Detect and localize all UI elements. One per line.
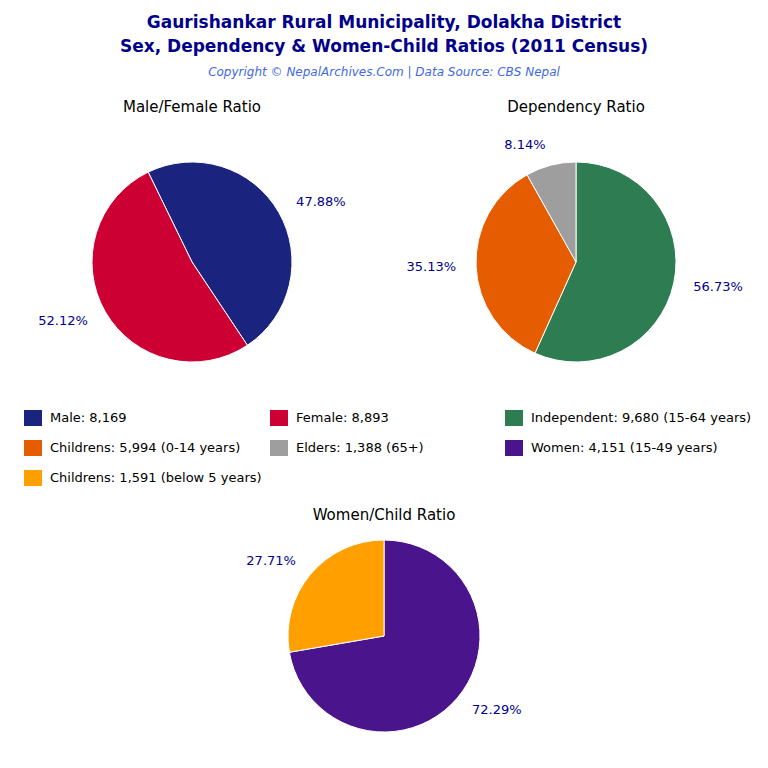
legend-swatch xyxy=(505,440,523,456)
legend-label: Childrens: 1,591 (below 5 years) xyxy=(50,470,262,485)
data-label: 52.12% xyxy=(38,313,88,328)
annotation: Copyright © NepalArchives.Com | Data Sou… xyxy=(208,65,560,79)
legend-item: Independent: 9,680 (15-64 years) xyxy=(505,410,751,427)
pie-slice xyxy=(527,162,576,262)
pie: 72.29% 27.71% xyxy=(246,540,521,732)
legend-swatch xyxy=(505,410,523,426)
legend-swatch xyxy=(24,410,42,426)
legend-item: Elders: 1,388 (65+) xyxy=(270,440,424,457)
legend-swatch xyxy=(24,440,42,456)
legend-label: Elders: 1,388 (65+) xyxy=(296,440,424,455)
legend: Male: 8,169 Female: 8,893 Independent: 9,6… xyxy=(24,410,751,487)
data-label: 8.14% xyxy=(504,137,545,152)
data-label: 72.29% xyxy=(472,702,522,717)
pie-title: Male/Female Ratio xyxy=(123,98,261,116)
legend-swatch xyxy=(270,440,288,456)
pie-slice xyxy=(288,540,384,652)
chart: Gaurishankar Rural Municipality, Dolakha… xyxy=(0,0,768,768)
legend-label: Women: 4,151 (15-49 years) xyxy=(531,440,718,455)
legend-item: Female: 8,893 xyxy=(270,410,389,427)
pie-title: Dependency Ratio xyxy=(507,98,645,116)
data-label: 47.88% xyxy=(296,194,346,209)
legend-label: Male: 8,169 xyxy=(50,410,127,425)
pie: 47.88% 52.12% xyxy=(38,162,345,362)
legend-label: Female: 8,893 xyxy=(296,410,389,425)
data-label: 35.13% xyxy=(407,259,457,274)
data-label: 56.73% xyxy=(693,279,743,294)
pie-slice xyxy=(92,172,247,362)
subtitle: Sex, Dependency & Women-Child Ratios (20… xyxy=(120,36,648,56)
legend-swatch xyxy=(270,410,288,426)
legend-item: Male: 8,169 xyxy=(24,410,127,427)
legend-label: Childrens: 5,994 (0-14 years) xyxy=(50,440,240,455)
pie: 56.73% 35.13% 8.14% xyxy=(407,137,743,362)
legend-swatch xyxy=(24,470,42,486)
legend-item: Childrens: 1,591 (below 5 years) xyxy=(24,470,262,487)
legend-item: Women: 4,151 (15-49 years) xyxy=(505,440,718,457)
pie-title: Women/Child Ratio xyxy=(313,506,456,524)
data-label: 27.71% xyxy=(246,553,296,568)
legend-label: Independent: 9,680 (15-64 years) xyxy=(531,410,751,425)
title: Gaurishankar Rural Municipality, Dolakha… xyxy=(147,12,621,32)
legend-item: Childrens: 5,994 (0-14 years) xyxy=(24,440,240,457)
